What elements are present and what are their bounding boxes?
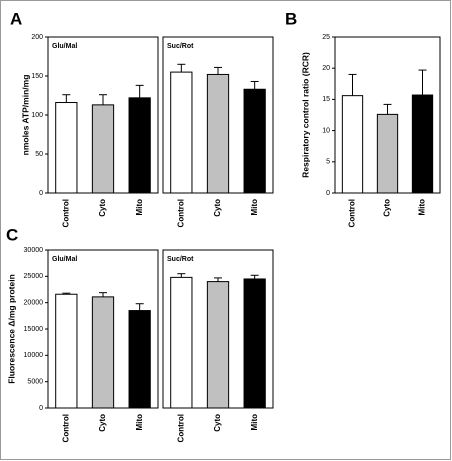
y-tick-label: 100 — [31, 112, 43, 119]
x-tick-label: Cyto — [383, 199, 392, 217]
x-tick-label: Mito — [250, 199, 259, 216]
bar — [55, 102, 78, 194]
bar — [206, 73, 230, 194]
y-axis-label: Respiratory control ratio (RCR) — [300, 52, 310, 178]
y-tick-label: 200 — [31, 34, 43, 41]
x-tick-label: Cyto — [98, 199, 107, 217]
y-tick-label: 20000 — [24, 300, 44, 307]
bar — [91, 104, 115, 194]
plot-title: Glu/Mal — [52, 256, 77, 263]
y-tick-label: 5000 — [27, 379, 43, 386]
bar — [243, 88, 266, 194]
y-tick-label: 10 — [322, 127, 330, 134]
x-tick-label: Control — [61, 199, 70, 227]
x-tick-label: Mito — [250, 414, 259, 431]
plot-title: Glu/Mal — [52, 43, 77, 50]
bar — [170, 276, 193, 409]
bar — [55, 293, 78, 409]
bar — [91, 296, 115, 409]
y-tick-label: 10000 — [24, 352, 44, 359]
bar — [206, 281, 230, 409]
bar — [411, 94, 434, 194]
x-tick-label: Control — [176, 199, 185, 227]
x-tick-label: Control — [61, 414, 70, 442]
x-tick-label: Mito — [135, 414, 144, 431]
y-tick-label: 30000 — [24, 247, 44, 254]
y-tick-label: 15000 — [24, 326, 44, 333]
bar — [128, 97, 151, 194]
y-axis-label: Fluorescence Δ/mg protein — [6, 274, 16, 384]
x-tick-label: Mito — [418, 199, 427, 216]
x-tick-label: Cyto — [213, 199, 222, 217]
y-tick-label: 15 — [322, 96, 330, 103]
y-tick-label: 0 — [39, 190, 43, 197]
panel-label: B — [285, 9, 297, 28]
y-tick-label: 25 — [322, 34, 330, 41]
bar — [128, 310, 151, 409]
bar — [341, 95, 364, 194]
y-tick-label: 25000 — [24, 273, 44, 280]
y-tick-label: 50 — [35, 151, 43, 158]
x-tick-label: Mito — [135, 199, 144, 216]
plot-title: Suc/Rot — [167, 43, 194, 50]
y-axis-label: nmoles ATP/min/mg — [20, 75, 30, 156]
panel-label: C — [6, 225, 18, 244]
x-tick-label: Control — [176, 414, 185, 442]
y-tick-label: 0 — [39, 405, 43, 412]
x-tick-label: Cyto — [213, 414, 222, 432]
x-tick-label: Cyto — [98, 414, 107, 432]
y-tick-label: 0 — [326, 190, 330, 197]
plot-title: Suc/Rot — [167, 256, 194, 263]
y-tick-label: 150 — [31, 73, 43, 80]
y-tick-label: 20 — [322, 65, 330, 72]
bar — [170, 71, 193, 194]
bar — [243, 278, 266, 409]
bar — [376, 113, 399, 194]
panel-label: A — [10, 9, 22, 28]
y-tick-label: 5 — [326, 159, 330, 166]
x-tick-label: Control — [348, 199, 357, 227]
